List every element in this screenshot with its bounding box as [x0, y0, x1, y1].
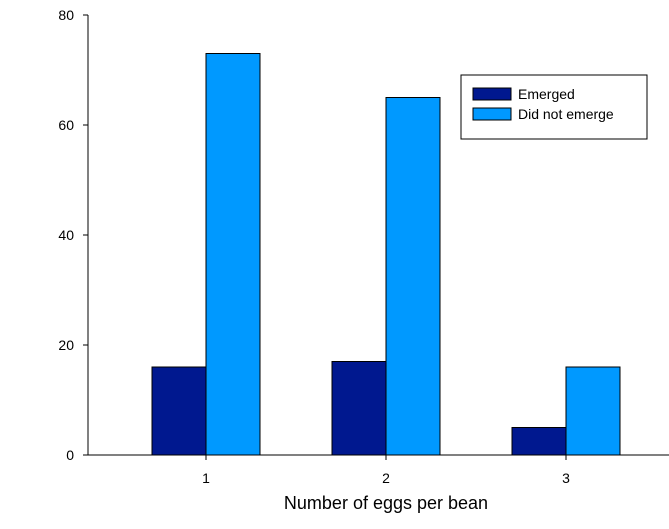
y-ticks: 0 20 40 60 80 — [58, 7, 88, 463]
bar-did-not-emerge-2 — [385, 97, 441, 456]
legend-label: Emerged — [518, 86, 575, 102]
x-tick-label: 2 — [382, 470, 390, 486]
y-tick-label: 0 — [66, 447, 74, 463]
legend-box — [460, 74, 648, 140]
bar-did-not-emerge-1 — [205, 53, 261, 456]
bar-emerged-1 — [151, 366, 207, 456]
y-tick-label: 80 — [58, 7, 74, 23]
x-tick-label: 1 — [202, 470, 210, 486]
y-tick-label: 20 — [58, 337, 74, 353]
legend-label: Did not emerge — [518, 106, 614, 122]
y-tick-label: 60 — [58, 117, 74, 133]
x-tick-label: 3 — [562, 470, 570, 486]
legend: Emerged Did not emerge — [460, 74, 648, 140]
legend-items: Emerged Did not emerge — [472, 86, 614, 122]
legend-swatch — [472, 87, 512, 101]
y-tick-label: 40 — [58, 227, 74, 243]
x-axis-title: Number of eggs per bean — [284, 493, 488, 513]
bar-did-not-emerge-3 — [565, 366, 621, 456]
bar-emerged-2 — [331, 361, 387, 456]
bar-emerged-3 — [511, 427, 567, 456]
x-ticks: 1 2 3 — [202, 455, 570, 486]
legend-swatch — [472, 107, 512, 121]
bars-layer — [151, 53, 621, 456]
